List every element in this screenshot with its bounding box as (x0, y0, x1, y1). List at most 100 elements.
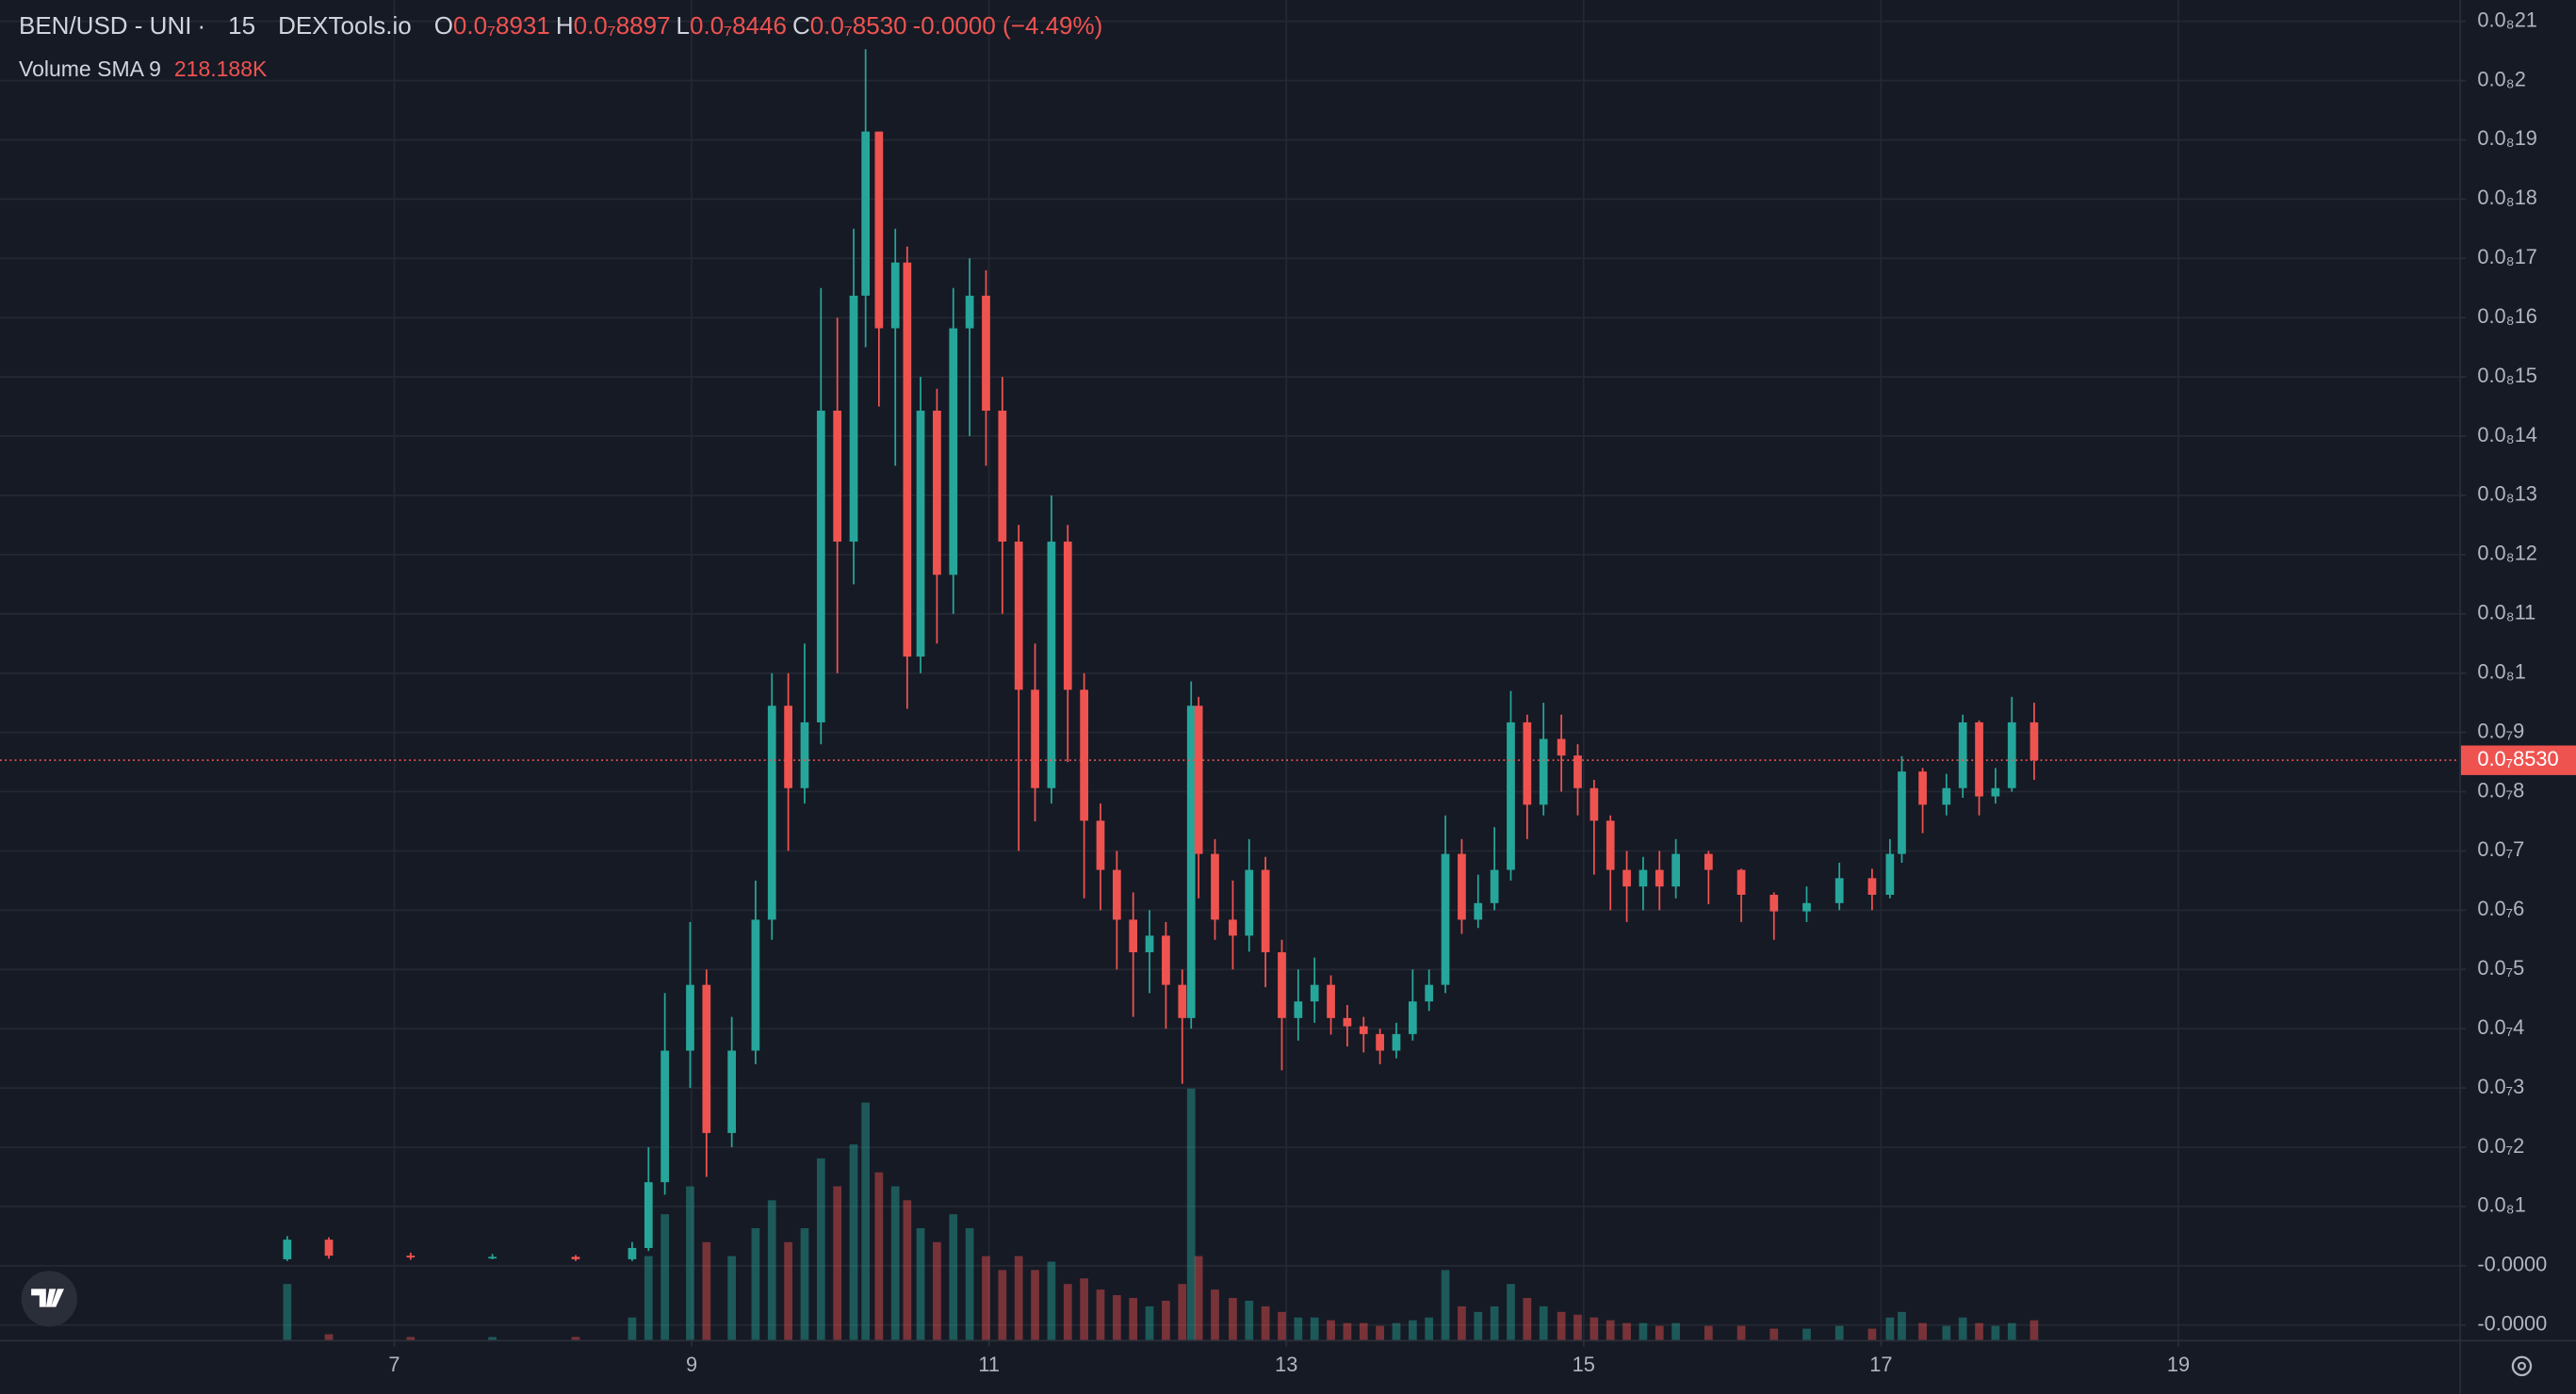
volume-bar (1918, 1322, 1927, 1340)
y-tick-label: 0.0₈17 (2477, 245, 2537, 268)
volume-bar (1991, 1325, 2000, 1340)
candle-body (784, 705, 792, 788)
candle-body (833, 410, 842, 543)
volume-bar (1736, 1325, 1746, 1340)
volume-bar (965, 1227, 974, 1340)
ohlc-value: 0.0₇8897 (573, 11, 671, 40)
volume-bar (1958, 1317, 1967, 1340)
volume-bar (1211, 1289, 1219, 1340)
candle-body (1704, 853, 1713, 870)
volume-bar (324, 1334, 334, 1340)
volume-bar (1145, 1305, 1154, 1340)
y-tick-label: 0.0₈21 (2477, 8, 2537, 31)
volume-bar (1885, 1317, 1895, 1340)
volume-bar (1639, 1322, 1648, 1340)
candle-body (1490, 869, 1499, 903)
x-tick-label: 7 (388, 1353, 399, 1376)
volume-bar (1802, 1328, 1811, 1340)
volume-bar (1539, 1305, 1548, 1340)
volume-bar (903, 1200, 912, 1340)
volume-bar (1425, 1317, 1434, 1340)
tradingview-logo[interactable] (21, 1271, 77, 1327)
candle-body (767, 705, 776, 920)
interval: 15 (228, 11, 256, 40)
volume-bar (861, 1102, 871, 1340)
volume-bar (1014, 1256, 1023, 1340)
candle-body (1425, 984, 1434, 1002)
volume-bar (727, 1256, 737, 1340)
x-tick-label: 13 (1275, 1353, 1297, 1376)
volume-bar (1278, 1311, 1286, 1340)
candle-body (903, 262, 912, 657)
volume-bar (1096, 1289, 1105, 1340)
volume-bar (1834, 1325, 1844, 1340)
candle-body (1769, 894, 1779, 912)
indicator-name: Volume SMA 9 (19, 57, 161, 81)
candle-body (1343, 1017, 1352, 1027)
candle-body (702, 984, 711, 1133)
ohlc-label: H (555, 11, 574, 40)
gear-icon (2511, 1355, 2533, 1377)
y-tick-label: 0.0₈2 (2477, 67, 2525, 90)
candle-body (1573, 755, 1582, 788)
volume-bar (1392, 1322, 1401, 1340)
volume-bar (1031, 1270, 1039, 1340)
ohlc-label: O (433, 11, 453, 40)
candle-body (1834, 878, 1844, 903)
volume-bar (283, 1284, 292, 1340)
candle-body (1261, 869, 1270, 953)
candle-body (644, 1182, 653, 1248)
volume-bar (702, 1241, 711, 1340)
volume-bar (660, 1214, 670, 1340)
candle-body (1507, 721, 1515, 870)
candle-body (933, 410, 941, 575)
candle-body (1211, 853, 1219, 920)
indicator-value: 218.188K (173, 57, 268, 81)
y-tick-label: 0.0₈14 (2477, 423, 2537, 446)
volume-bar (1622, 1322, 1631, 1340)
volume-bar (1769, 1328, 1779, 1340)
volume-bar (1310, 1317, 1319, 1340)
candle-body (1080, 689, 1088, 821)
candle-body (1392, 1033, 1401, 1051)
volume-bar (1474, 1311, 1483, 1340)
candle-body (2007, 721, 2016, 788)
volume-bar (1704, 1325, 1713, 1340)
candle-body (1063, 542, 1072, 690)
y-tick-label: 0.0₇2 (2477, 1134, 2524, 1158)
candle-body (1991, 787, 2000, 797)
candle-body (982, 295, 990, 411)
volume-bar (1194, 1256, 1203, 1340)
candle-body (916, 410, 925, 657)
y-tick-label: 0.0₈1 (2477, 1193, 2525, 1217)
candle-body (1229, 919, 1237, 936)
source: DEXTools.io (278, 11, 412, 40)
settings-button[interactable] (2511, 1355, 2533, 1377)
candle-body (488, 1256, 497, 1259)
candle-body (1162, 935, 1170, 985)
y-tick-label: -0.0000 (2477, 1253, 2547, 1276)
candle-body (1958, 721, 1967, 788)
candle-body (1867, 878, 1877, 895)
candle-body (1802, 902, 1811, 912)
candle-body (1474, 902, 1483, 920)
candle-body (1359, 1026, 1368, 1034)
indicator-legend: Volume SMA 9 218.188K (19, 57, 272, 82)
y-tick-label: 0.0₇6 (2477, 897, 2524, 920)
ohlc-value: 0.0₇8446 (690, 11, 787, 40)
volume-bar (1245, 1300, 1254, 1340)
volume-bar (1327, 1320, 1335, 1340)
volume-bar (571, 1337, 580, 1340)
candle-body (1655, 869, 1664, 887)
candle-body (1918, 771, 1927, 805)
y-tick-label: 0.0₈19 (2477, 126, 2537, 150)
volume-bar (1975, 1322, 1983, 1340)
volume-bar (1606, 1320, 1615, 1340)
volume-bar (1047, 1261, 1056, 1340)
y-tick-label: 0.0₈11 (2477, 601, 2535, 624)
candle-body (1194, 705, 1203, 854)
y-tick-label: 0.0₈18 (2477, 186, 2537, 209)
candle-body (1942, 787, 1951, 805)
volume-bar (1671, 1322, 1680, 1340)
